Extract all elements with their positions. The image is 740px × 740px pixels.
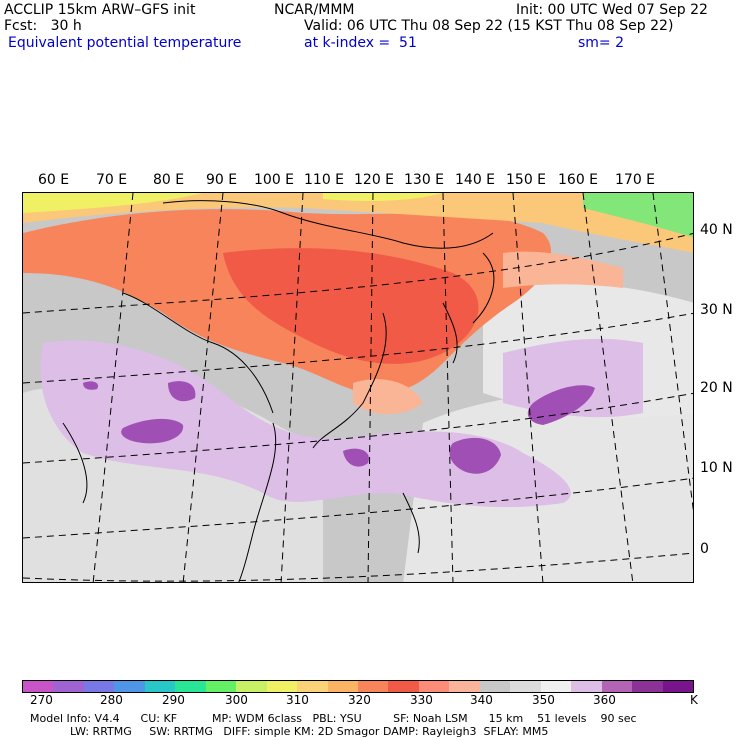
lat-label: 0: [700, 541, 709, 557]
init-time: Init: 00 UTC Wed 07 Sep 22: [516, 2, 708, 18]
colorbar-swatch: [388, 681, 419, 692]
colorbar-swatch: [357, 681, 389, 692]
colorbar-swatch: [449, 681, 480, 692]
colorbar-label: 340: [470, 693, 493, 707]
map-field: [23, 193, 693, 582]
colorbar-swatch: [266, 681, 298, 692]
level-index: at k-index = 51: [304, 35, 417, 51]
lon-label: 160 E: [558, 172, 599, 188]
smoothing: sm= 2: [578, 35, 625, 51]
valid-time: Valid: 06 UTC Thu 08 Sep 22 (15 KST Thu …: [304, 18, 674, 34]
colorbar-swatch: [23, 681, 54, 692]
lon-label: 80 E: [153, 172, 185, 188]
colorbar-label: 290: [162, 693, 185, 707]
colorbar-swatch: [571, 681, 602, 692]
lon-label: 70 E: [96, 172, 128, 188]
lon-label: 130 E: [404, 172, 445, 188]
colorbar-swatch: [510, 681, 541, 692]
colorbar-swatch: [418, 681, 450, 692]
lon-label: 120 E: [354, 172, 395, 188]
lat-label: 10 N: [700, 460, 733, 476]
colorbar-swatch: [601, 681, 633, 692]
lat-label: 40 N: [700, 222, 733, 238]
physics-info: LW: RRTMG SW: RRTMG DIFF: simple KM: 2D …: [70, 725, 549, 738]
lon-label: 170 E: [615, 172, 656, 188]
colorbar-swatch: [83, 681, 115, 692]
colorbar-swatch: [175, 681, 206, 692]
colorbar-unit: K: [690, 693, 698, 707]
colorbar-label: 320: [348, 693, 371, 707]
colorbar-swatch: [236, 681, 267, 692]
colorbar-label: 350: [532, 693, 555, 707]
lon-label: 110 E: [304, 172, 345, 188]
lon-label: 60 E: [38, 172, 70, 188]
field-name: Equivalent potential temperature: [8, 35, 242, 51]
colorbar-swatch: [479, 681, 511, 692]
lat-label: 20 N: [700, 380, 733, 396]
colorbar-swatch: [205, 681, 237, 692]
lon-label: 140 E: [455, 172, 496, 188]
colorbar-label: 270: [30, 693, 53, 707]
theta-e-map: [22, 192, 694, 583]
colorbar-swatch: [540, 681, 572, 692]
model-info: Model Info: V4.4 CU: KF MP: WDM 6class P…: [30, 712, 637, 725]
colorbar-swatch: [297, 681, 328, 692]
org-label: NCAR/MMM: [274, 2, 355, 18]
colorbar: [22, 680, 694, 693]
colorbar-label: 360: [593, 693, 616, 707]
colorbar-swatch: [53, 681, 84, 692]
forecast-hour: Fcst: 30 h: [4, 18, 82, 34]
lat-label: 30 N: [700, 302, 733, 318]
model-title: ACCLIP 15km ARW–GFS init: [4, 2, 196, 18]
colorbar-swatch: [662, 681, 693, 692]
colorbar-swatch: [327, 681, 358, 692]
colorbar-label: 300: [225, 693, 248, 707]
colorbar-swatch: [114, 681, 145, 692]
lon-label: 150 E: [506, 172, 547, 188]
colorbar-label: 330: [410, 693, 433, 707]
colorbar-label: 280: [100, 693, 123, 707]
colorbar-swatch: [632, 681, 663, 692]
lon-label: 90 E: [206, 172, 238, 188]
colorbar-swatch: [144, 681, 176, 692]
colorbar-label: 310: [286, 693, 309, 707]
lon-label: 100 E: [254, 172, 295, 188]
